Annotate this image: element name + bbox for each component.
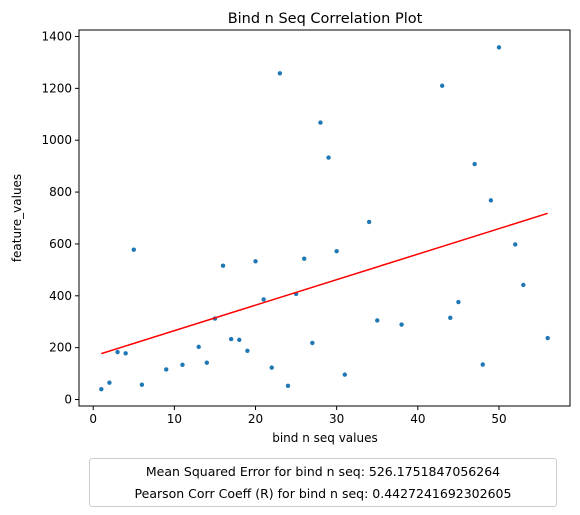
data-point-33 <box>472 161 477 167</box>
plot-area <box>99 45 550 392</box>
y-tick-label: 200 <box>49 341 72 355</box>
y-tick-label: 400 <box>49 289 72 303</box>
data-point-14 <box>245 348 250 353</box>
y-tick-label: 800 <box>49 185 72 199</box>
data-point-3 <box>123 351 128 356</box>
data-point-22 <box>310 340 315 346</box>
legend-entry-mse: Mean Squared Error for bind n seq: 526.1… <box>145 464 501 479</box>
y-tick-label: 1200 <box>41 81 72 95</box>
data-point-15 <box>253 259 258 264</box>
y-tick-label: 1000 <box>41 133 72 147</box>
data-point-19 <box>285 383 291 388</box>
x-axis-label: bind n seq values <box>272 431 378 445</box>
data-point-11 <box>220 263 226 268</box>
data-point-32 <box>456 299 461 305</box>
data-point-28 <box>375 318 380 323</box>
data-point-6 <box>164 367 169 372</box>
regression-line <box>101 212 548 355</box>
data-point-25 <box>334 248 339 254</box>
data-point-21 <box>302 256 307 261</box>
y-tick-label: 1400 <box>41 29 72 43</box>
y-tick-label: 600 <box>49 237 72 251</box>
chart-title: Bind n Seq Correlation Plot <box>228 11 423 27</box>
data-point-9 <box>204 360 210 365</box>
data-point-35 <box>488 198 494 203</box>
data-point-2 <box>115 349 120 355</box>
data-point-30 <box>439 83 445 88</box>
legend-entry-pearson: Pearson Corr Coeff (R) for bind n seq: 0… <box>134 486 512 501</box>
x-tick-label: 0 <box>89 412 97 426</box>
x-axis: 0 10 20 30 40 50 <box>89 406 507 426</box>
data-point-7 <box>180 362 185 367</box>
data-point-37 <box>513 242 518 247</box>
x-tick-label: 20 <box>248 412 263 426</box>
plot-frame <box>78 29 571 407</box>
data-point-4 <box>131 247 136 252</box>
y-axis-label: feature_values <box>10 174 24 262</box>
data-point-17 <box>269 365 274 370</box>
data-point-12 <box>228 336 234 342</box>
data-point-27 <box>366 219 372 225</box>
data-point-29 <box>399 322 404 327</box>
x-tick-label: 40 <box>410 412 425 426</box>
y-tick-label: 0 <box>64 393 72 407</box>
x-tick-label: 30 <box>329 412 344 426</box>
x-tick-label: 10 <box>167 412 182 426</box>
data-point-34 <box>480 362 485 367</box>
data-point-0 <box>99 386 104 392</box>
data-point-23 <box>318 120 323 125</box>
data-point-16 <box>261 297 266 302</box>
legend: Mean Squared Error for bind n seq: 526.1… <box>89 458 557 507</box>
data-point-5 <box>139 382 145 387</box>
data-point-39 <box>545 335 550 341</box>
data-point-18 <box>277 71 283 76</box>
data-point-31 <box>448 315 453 321</box>
data-point-1 <box>107 380 112 385</box>
data-point-38 <box>521 282 526 288</box>
data-point-24 <box>326 155 331 160</box>
x-tick-label: 50 <box>491 412 506 426</box>
y-axis: 0 200 400 600 800 1000 1200 1400 <box>41 29 79 407</box>
data-point-13 <box>237 337 242 343</box>
data-point-26 <box>342 372 347 377</box>
data-point-36 <box>496 45 502 50</box>
data-point-8 <box>196 344 201 350</box>
